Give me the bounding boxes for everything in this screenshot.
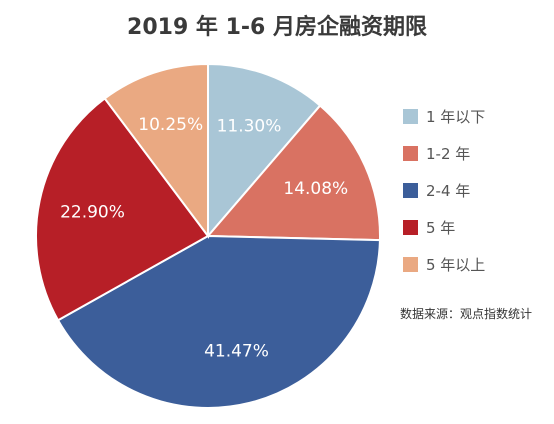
legend-swatch-3 <box>403 183 418 198</box>
legend-swatch-4 <box>403 220 418 235</box>
legend-label-4: 5 年 <box>426 219 455 237</box>
legend-label-1: 1 年以下 <box>426 108 485 126</box>
legend-label-5: 5 年以上 <box>426 256 485 274</box>
slice-data-label-5: 10.25% <box>138 115 203 135</box>
legend-swatch-1 <box>403 109 418 124</box>
chart-title: 2019 年 1-6 月房企融资期限 <box>127 14 427 40</box>
legend-swatch-2 <box>403 146 418 161</box>
pie-slice-labels: 11.30% 14.08% 41.47% 22.90% 10.25% <box>60 115 348 361</box>
slice-data-label-2: 14.08% <box>283 179 348 199</box>
legend-label-2: 1-2 年 <box>426 145 470 163</box>
slice-data-label-1: 11.30% <box>217 116 282 136</box>
slice-data-label-4: 22.90% <box>60 203 125 223</box>
slice-data-label-3: 41.47% <box>204 342 269 362</box>
legend: 1 年以下 1-2 年 2-4 年 5 年 5 年以上 <box>403 108 485 274</box>
pie-slices <box>35 62 381 410</box>
pie-slice-4 <box>35 97 210 322</box>
legend-swatch-5 <box>403 257 418 272</box>
pie-slice-5 <box>103 62 209 239</box>
legend-label-3: 2-4 年 <box>426 182 470 200</box>
source-note: 数据来源：观点指数统计 <box>400 306 532 321</box>
pie-slice-3 <box>56 234 381 410</box>
pie-slice-2 <box>205 104 381 242</box>
pie-slice-1 <box>207 62 322 239</box>
